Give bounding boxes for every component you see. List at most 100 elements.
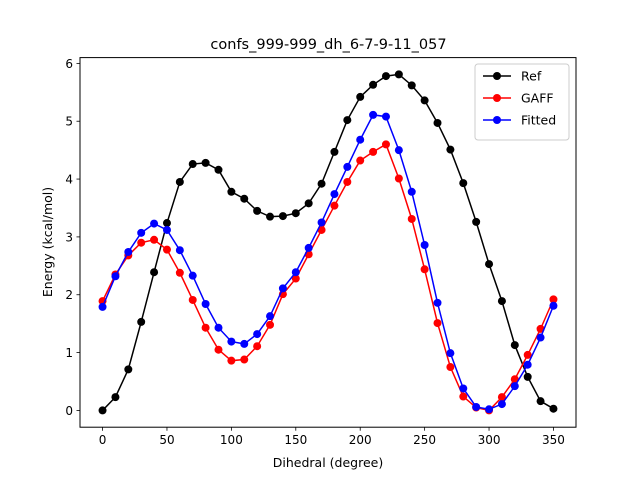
- data-point-gaff: [446, 363, 455, 372]
- data-point-gaff: [201, 323, 210, 332]
- data-point-ref: [497, 297, 506, 306]
- data-point-ref: [266, 212, 275, 221]
- data-point-gaff: [266, 320, 275, 329]
- chart-title: confs_999-999_dh_6-7-9-11_057: [210, 37, 446, 53]
- y-tick-label: 0: [65, 404, 73, 418]
- data-point-ref: [150, 268, 159, 277]
- data-point-gaff: [227, 356, 236, 365]
- y-tick-label: 3: [65, 230, 73, 244]
- data-point-gaff: [150, 235, 159, 244]
- x-tick-label: 200: [349, 433, 372, 447]
- data-point-fitted: [510, 382, 519, 391]
- y-axis: 0 1 2 3 4 5 6: [65, 57, 80, 418]
- data-point-gaff: [381, 140, 390, 149]
- data-point-fitted: [497, 400, 506, 409]
- data-point-ref: [201, 158, 210, 167]
- data-point-fitted: [472, 402, 481, 411]
- data-point-fitted: [446, 349, 455, 358]
- data-point-ref: [317, 179, 326, 188]
- data-point-gaff: [369, 147, 378, 156]
- series-line-ref: [102, 73, 554, 411]
- data-point-fitted: [253, 330, 262, 339]
- plot-frame: [79, 57, 577, 428]
- data-point-fitted: [356, 135, 365, 144]
- data-point-ref: [536, 397, 545, 406]
- data-point-gaff: [330, 201, 339, 210]
- data-point-ref: [407, 81, 416, 90]
- data-point-fitted: [150, 219, 159, 228]
- data-point-fitted: [278, 284, 287, 293]
- data-point-fitted: [188, 271, 197, 280]
- legend-marker-fitted: [493, 116, 501, 124]
- data-point-gaff: [459, 392, 468, 401]
- data-point-ref: [485, 260, 494, 269]
- data-point-gaff: [394, 174, 403, 183]
- plot-series: [98, 70, 558, 415]
- data-point-fitted: [485, 405, 494, 414]
- data-point-gaff: [240, 355, 249, 364]
- legend-label-fitted: Fitted: [521, 113, 556, 128]
- data-point-gaff: [497, 393, 506, 402]
- x-axis: 0 50 100 150 200 250 300 350: [99, 427, 565, 447]
- data-point-ref: [137, 317, 146, 326]
- data-point-fitted: [214, 323, 223, 332]
- data-point-gaff: [523, 350, 532, 359]
- data-point-fitted: [162, 225, 171, 234]
- data-point-gaff: [188, 295, 197, 304]
- data-point-ref: [304, 199, 313, 208]
- y-tick-label: 6: [65, 57, 73, 71]
- data-point-fitted: [98, 302, 107, 311]
- data-point-ref: [459, 179, 468, 188]
- data-point-fitted: [394, 146, 403, 155]
- data-point-gaff: [253, 342, 262, 351]
- data-point-gaff: [356, 156, 365, 165]
- x-tick-label: 250: [413, 433, 436, 447]
- series-line-gaff: [101, 143, 555, 412]
- y-tick-label: 2: [65, 288, 73, 302]
- data-point-ref: [111, 393, 120, 402]
- data-point-ref: [330, 147, 339, 156]
- data-point-fitted: [536, 333, 545, 342]
- x-tick-label: 350: [542, 433, 565, 447]
- data-point-fitted: [407, 187, 416, 196]
- data-point-fitted: [227, 337, 236, 346]
- data-point-fitted: [369, 110, 378, 119]
- data-point-ref: [291, 209, 300, 218]
- legend-marker-ref: [493, 72, 501, 80]
- data-point-fitted: [343, 162, 352, 171]
- y-tick-label: 1: [65, 346, 73, 360]
- data-point-fitted: [523, 360, 532, 369]
- data-point-ref: [433, 118, 442, 127]
- data-point-fitted: [381, 112, 390, 121]
- y-tick-label: 4: [65, 173, 73, 187]
- data-point-ref: [472, 217, 481, 226]
- data-point-gaff: [137, 238, 146, 247]
- data-point-ref: [369, 80, 378, 89]
- x-tick-label: 50: [159, 433, 174, 447]
- data-point-fitted: [433, 298, 442, 307]
- data-point-ref: [227, 187, 236, 196]
- data-point-gaff: [433, 319, 442, 328]
- data-point-ref: [162, 219, 171, 228]
- data-point-fitted: [304, 243, 313, 252]
- data-point-ref: [175, 177, 184, 186]
- legend-label-ref: Ref: [521, 69, 542, 84]
- data-point-fitted: [549, 301, 558, 310]
- legend-marker-gaff: [493, 94, 501, 102]
- data-point-gaff: [420, 265, 429, 274]
- data-point-ref: [381, 72, 390, 81]
- x-axis-label: Dihedral (degree): [273, 455, 383, 470]
- data-point-ref: [510, 341, 519, 350]
- data-point-fitted: [137, 228, 146, 237]
- data-point-ref: [356, 92, 365, 101]
- data-point-gaff: [343, 177, 352, 186]
- data-point-ref: [343, 116, 352, 125]
- data-point-ref: [549, 404, 558, 413]
- data-point-fitted: [330, 190, 339, 199]
- data-point-ref: [446, 145, 455, 154]
- data-point-ref: [124, 365, 133, 374]
- data-point-gaff: [510, 375, 519, 384]
- legend: Ref GAFF Fitted: [474, 63, 570, 141]
- y-axis-label: Energy (kcal/mol): [40, 187, 55, 297]
- x-tick-label: 0: [99, 433, 107, 447]
